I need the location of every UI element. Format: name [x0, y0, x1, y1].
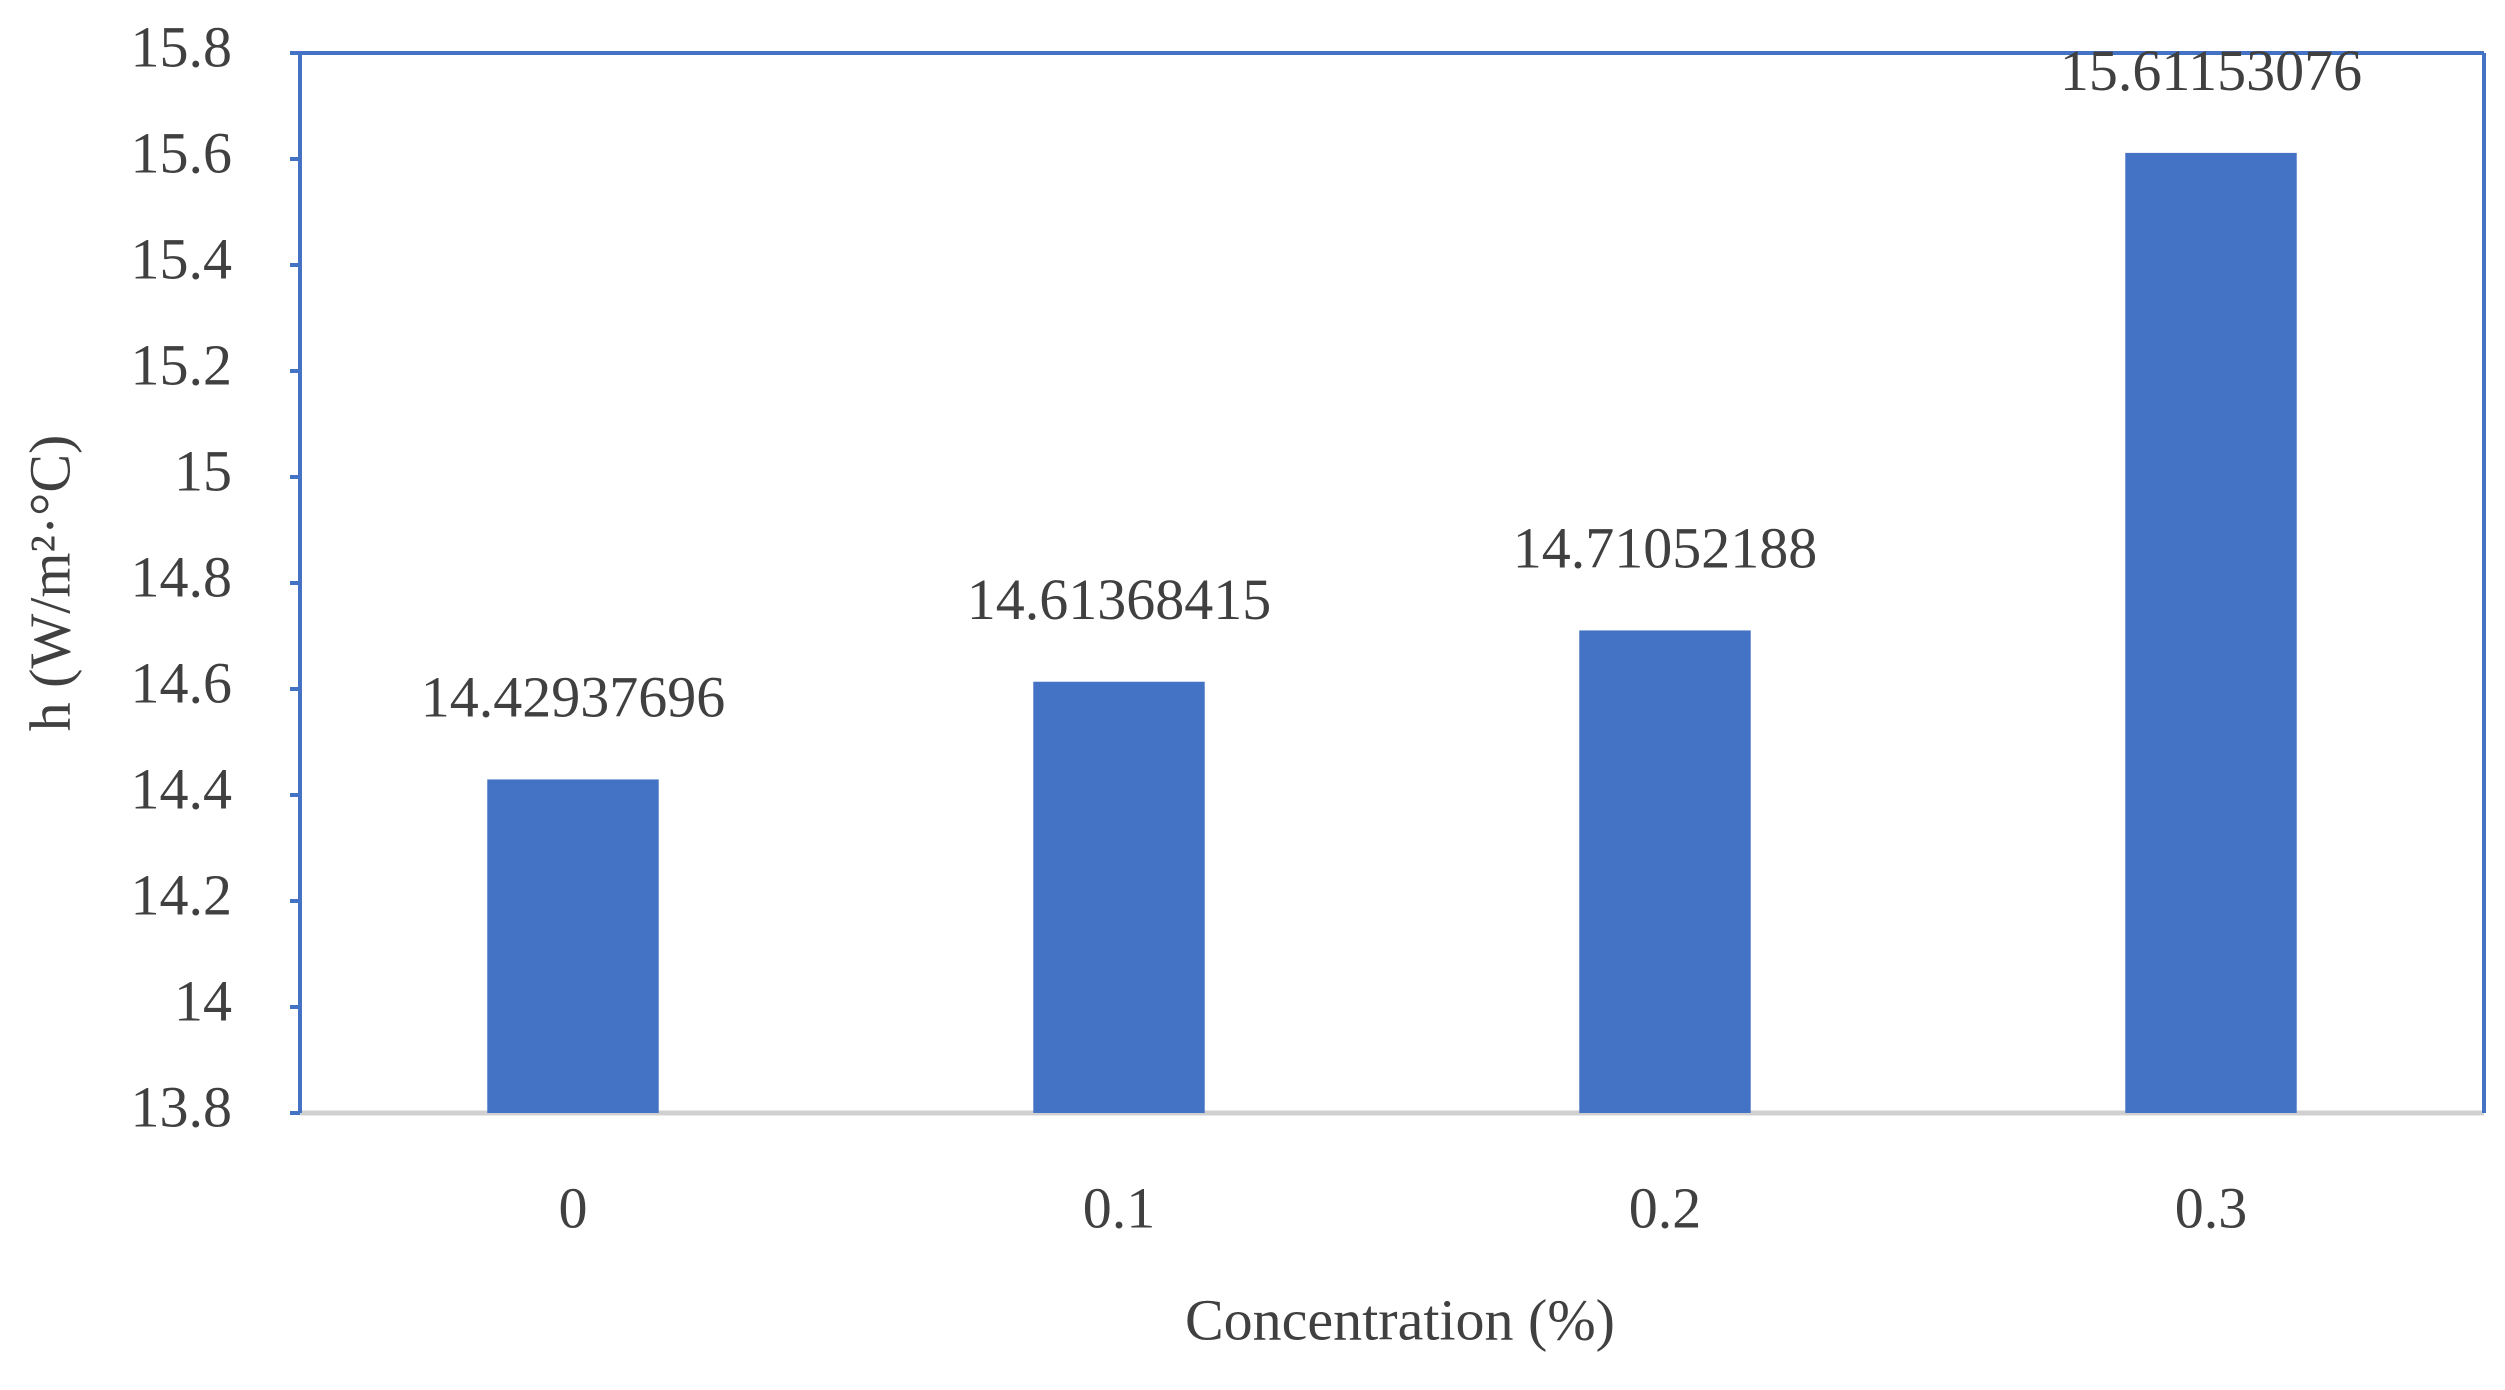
- y-tick-label: 15.2: [131, 332, 233, 397]
- y-axis-label: h (W/m²·°C): [17, 435, 82, 732]
- y-tick-label: 13.8: [131, 1074, 233, 1139]
- y-tick-label: 15.8: [131, 14, 233, 79]
- bar: [1579, 630, 1751, 1113]
- y-tick-label: 14: [174, 968, 232, 1033]
- y-tick-label: 14.8: [131, 544, 233, 609]
- bar: [2125, 152, 2297, 1114]
- y-tick-label: 15: [174, 438, 232, 503]
- bar: [487, 779, 659, 1113]
- data-label: 14.42937696: [421, 665, 726, 730]
- y-tick-label: 15.6: [131, 120, 233, 185]
- data-label: 14.61368415: [967, 567, 1272, 632]
- x-tick-label: 0.1: [1083, 1175, 1156, 1240]
- x-tick-label: 0.2: [1629, 1175, 1702, 1240]
- y-tick-label: 15.4: [131, 226, 233, 291]
- x-tick-label: 0.3: [2175, 1175, 2248, 1240]
- bar: [1033, 681, 1205, 1113]
- x-tick-label: 0: [559, 1175, 588, 1240]
- x-axis-label: Concentration (%): [1185, 1287, 1615, 1352]
- data-label: 15.61153076: [2060, 38, 2362, 103]
- y-tick-label: 14.2: [131, 862, 233, 927]
- data-label: 14.71052188: [1513, 516, 1818, 581]
- y-tick-label: 14.6: [131, 650, 233, 715]
- y-tick-label: 14.4: [131, 756, 233, 821]
